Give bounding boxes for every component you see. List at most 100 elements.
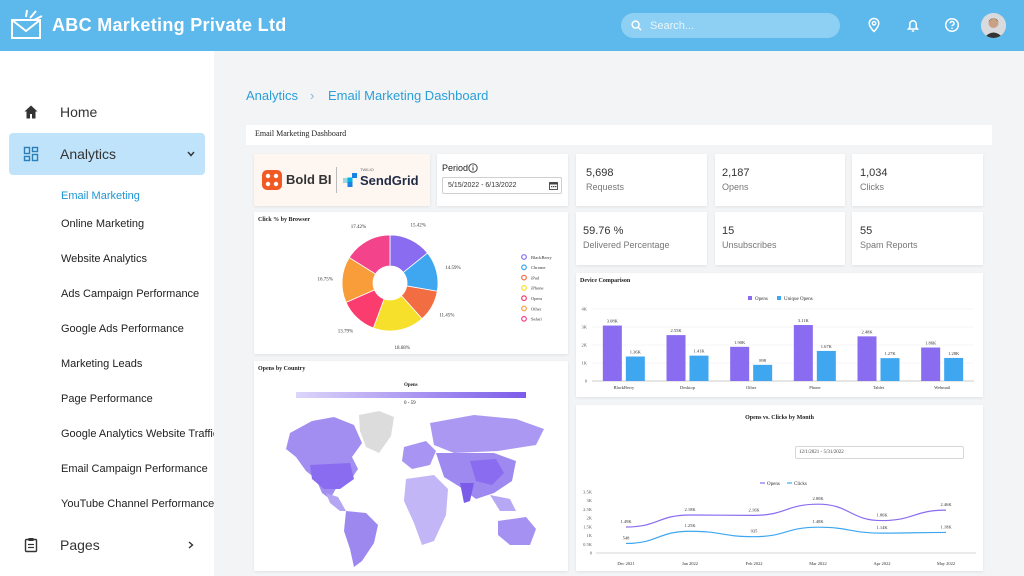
search-box[interactable] [621,13,840,38]
chevron-right-icon[interactable] [188,541,194,549]
sidebar: Home Analytics Email Marketing Online Ma… [0,51,214,576]
location-pin-icon[interactable] [866,17,882,33]
y-tick-label: 1.5K [583,524,593,529]
legend-label: Other [531,306,542,311]
pie-slice-label: 13.79% [338,329,353,334]
kpi-card-requests: 5,698 Requests [576,154,707,206]
month-range-picker[interactable]: 12/1/2021 - 5/31/2022 [795,446,964,459]
line-data-label: 935 [751,529,759,534]
sidebar-sub-email-campaign[interactable]: Email Campaign Performance [61,463,208,475]
line-data-label: 1.14K [876,525,888,530]
kpi-label: Spam Reports [860,240,918,250]
help-icon[interactable] [944,17,960,33]
pie-slice-label: 17.42% [351,225,366,230]
sidebar-sub-online-marketing[interactable]: Online Marketing [61,218,145,230]
sidebar-sub-google-ads[interactable]: Google Ads Performance [61,323,184,335]
x-tick-label: Jan 2022 [682,561,698,566]
kpi-card-delivered: 59.76 % Delivered Percentage [576,212,707,265]
map-legend-title: Opens [404,383,418,388]
sidebar-item-pages[interactable]: Pages [9,524,205,566]
line-data-label: 1.18K [940,524,952,529]
x-tick-label: Phone [809,385,820,390]
kpi-label: Clicks [860,182,884,192]
browser-pie-panel: Click % by Browser 15.42% 14.59% 11.45% 18.… [254,212,568,354]
greenland-shape [359,411,394,453]
sidebar-sub-website-analytics[interactable]: Website Analytics [61,253,148,265]
period-date-picker[interactable]: 5/15/2022 - 6/13/2022 [442,177,562,194]
device-chart-title: Device Comparison [580,278,631,284]
kpi-card-unsubscribes: 15 Unsubscribes [715,212,845,265]
pie-slice-label: 16.75% [317,277,332,282]
y-tick-label: 3K [582,325,588,330]
sidebar-sub-ads-campaign[interactable]: Ads Campaign Performance [61,288,200,300]
boldbi-logo-icon [262,170,282,190]
partner-logos-panel: Bold BI TWILIO SendGrid [254,154,430,206]
x-tick-label: Dec 2021 [617,561,634,566]
sidebar-sub-email-marketing[interactable]: Email Marketing [61,190,140,202]
line-data-label: 1.86K [876,513,888,518]
bar-unique-opens [625,356,645,381]
legend-marker [521,284,527,291]
bar-opens [730,346,750,381]
sidebar-item-label: Pages [60,537,100,553]
bar-data-label: 1.28K [948,351,960,356]
bar-opens [857,336,877,381]
bar-data-label: 898 [759,358,767,363]
x-tick-label: Desktop [680,385,696,390]
legend-label: Unique Opens [784,297,813,302]
user-avatar[interactable] [981,13,1006,38]
bell-icon[interactable] [905,17,921,33]
sidebar-sub-youtube-channel[interactable]: YouTube Channel Performance [61,498,215,510]
legend-marker [521,305,527,312]
y-tick-label: 1K [582,361,588,366]
y-tick-label: 0 [585,379,588,384]
x-tick-label: Apr 2022 [873,561,890,566]
legend-label: Opera [531,296,542,301]
pie-slice-label: 15.42% [410,223,425,228]
month-range-value: 12/1/2021 - 5/31/2022 [799,450,844,455]
boldbi-logo-text: Bold BI [286,172,332,187]
line-data-label: 1.48K [812,519,824,524]
x-tick-label: Mar 2022 [809,561,827,566]
y-tick-label: 1K [587,533,593,538]
x-tick-label: Feb 2022 [746,561,763,566]
africa-shape [404,475,448,545]
bar-data-label: 1.90K [734,340,746,345]
info-icon[interactable] [468,163,478,173]
email-logo-icon [11,9,43,39]
legend-swatch [777,296,781,300]
clipboard-icon [24,538,38,553]
line-data-label: 548 [623,535,631,540]
home-icon [24,105,38,119]
bar-unique-opens [689,355,709,381]
sidebar-item-analytics[interactable]: Analytics [9,133,205,175]
kpi-value: 5,698 [586,167,614,179]
sidebar-sub-marketing-leads[interactable]: Marketing Leads [61,358,143,370]
usa-shape [310,463,354,489]
sidebar-sub-page-performance[interactable]: Page Performance [61,393,153,405]
sidebar-item-label: Home [60,104,98,120]
legend-label: BlackBerry [531,255,552,260]
calendar-icon[interactable] [549,181,558,190]
kpi-card-clicks: 1,034 Clicks [852,154,983,206]
sidebar-item-home[interactable]: Home [9,91,205,133]
sidebar-sub-google-analytics-traffic[interactable]: Google Analytics Website Traffic [61,428,214,440]
app-title: ABC Marketing Private Ltd [52,15,287,35]
breadcrumb-current: Email Marketing Dashboard [328,88,489,103]
legend-marker [521,254,527,260]
southeast-asia-shape [490,495,516,511]
legend-label: Safari [531,317,542,322]
legend-label: Opens [767,482,780,487]
chevron-down-icon[interactable] [187,151,195,157]
world-map[interactable] [254,361,568,571]
x-tick-label: Webmail [934,385,951,390]
search-input[interactable] [650,19,810,32]
bar-unique-opens [753,364,773,381]
pie-slice [348,234,391,275]
sendgrid-logo-text: SendGrid [360,173,419,188]
breadcrumb-root[interactable]: Analytics [246,88,299,103]
breadcrumb-separator: › [310,88,315,103]
kpi-label: Requests [586,182,625,192]
central-america-shape [326,493,346,511]
bar-data-label: 2.48K [861,329,873,334]
